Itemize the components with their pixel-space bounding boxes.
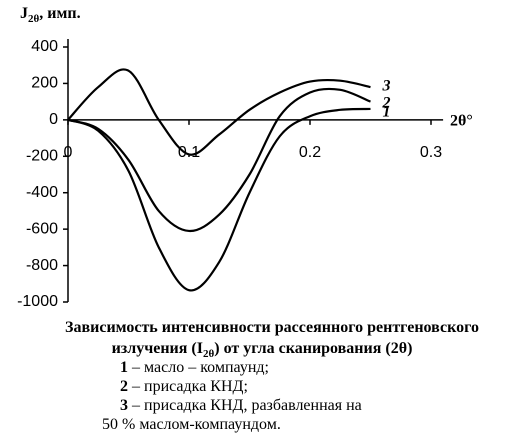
legend-entry: 1 – масло – компаунд; (120, 359, 269, 376)
legend-entry: 50 % маслом-компаундом. (102, 416, 281, 433)
y-tick-label: -200 (26, 148, 58, 165)
series-label: 2 (382, 94, 391, 111)
y-tick-label: -600 (26, 220, 58, 237)
legend-entry: 2 – присадка КНД; (120, 378, 248, 395)
page: 4002000-200-400-600-800-100000.10.20.3J2… (0, 0, 523, 437)
y-tick-label: 0 (49, 111, 58, 128)
legend-entry: 3 – присадка КНД, разбавленная на (120, 397, 362, 414)
y-tick-label: 200 (31, 75, 58, 92)
legend-text: – присадка КНД; (128, 378, 248, 395)
text-part: ) от угла сканирования (2θ) (214, 340, 412, 357)
label: излучения (I2θ) от угла сканирования (2θ… (112, 340, 413, 360)
y-tick-label: -400 (26, 184, 58, 201)
legend-key: 1 (120, 359, 128, 376)
x-axis-label: 2θ° (450, 113, 473, 130)
line-series (68, 89, 371, 231)
legend-text: – масло – компаунд; (128, 359, 269, 376)
series-label: 3 (382, 78, 391, 95)
text-part: , имп. (39, 5, 80, 22)
text-part: J (20, 5, 28, 22)
chart: 4002000-200-400-600-800-100000.10.20.3J2… (0, 0, 523, 437)
text-part: Зависимость интенсивности рассеянного ре… (65, 319, 479, 336)
y-tick-label: -800 (26, 257, 58, 274)
legend-key: 3 (120, 397, 128, 414)
text-part: излучения (I (112, 340, 203, 357)
legend-text: 50 % маслом-компаундом. (102, 416, 281, 433)
y-tick-label: -1000 (17, 293, 58, 310)
x-tick-label: 0.2 (299, 144, 321, 161)
legend-text: – присадка КНД, разбавленная на (128, 397, 362, 414)
legend-key: 2 (120, 378, 128, 395)
subscript: 2θ (28, 13, 40, 25)
label: J2θ, имп. (20, 5, 81, 25)
label: Зависимость интенсивности рассеянного ре… (65, 319, 479, 336)
y-tick-label: 400 (31, 38, 58, 55)
line-series (68, 109, 371, 291)
x-tick-label: 0.3 (420, 144, 442, 161)
x-tick-label: 0 (64, 144, 73, 161)
